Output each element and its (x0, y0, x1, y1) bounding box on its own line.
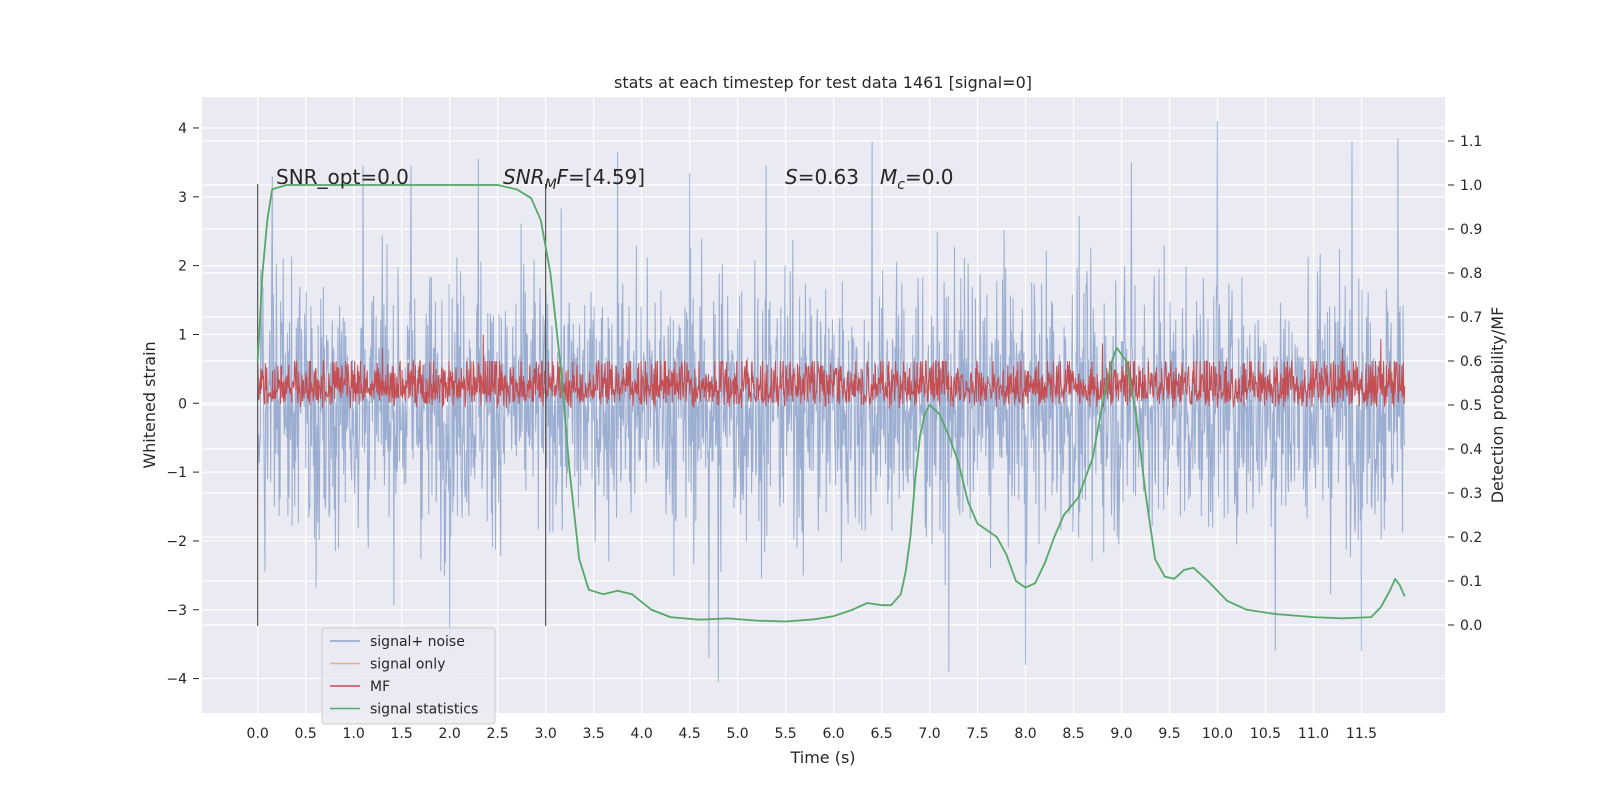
x-tick-label: 10.5 (1250, 726, 1281, 742)
right-y-tick-label: 0.2 (1460, 530, 1482, 546)
x-tick-label: 5.0 (726, 726, 748, 742)
y-tick-label: 2 (178, 259, 187, 275)
snr-mf-sub: M (545, 177, 557, 193)
annotations: SNR_opt=0.0 SNRMF=[4.59] S=0.63 Mc=0.0 (276, 165, 954, 193)
x-tick-label: 9.0 (1110, 726, 1132, 742)
s-rest: =0.63 (798, 165, 859, 189)
s-main: S (785, 165, 798, 189)
snr-mf-annotation: SNRMF=[4.59] (503, 165, 645, 193)
x-tick-label: 0.5 (295, 726, 317, 742)
legend-label: signal statistics (370, 702, 478, 718)
chart-title: stats at each timestep for test data 146… (614, 73, 1032, 92)
right-y-tick-label: 0.6 (1460, 354, 1482, 370)
x-tick-label: 1.0 (343, 726, 365, 742)
x-tick-label: 8.0 (1014, 726, 1036, 742)
y-tick-label: 4 (178, 121, 187, 137)
right-y-tick-label: 0.0 (1460, 618, 1482, 634)
y-tick-label: −1 (166, 465, 187, 481)
snr-mf-rest: =[4.59] (568, 165, 645, 189)
snr-opt-annotation: SNR_opt=0.0 (276, 165, 409, 189)
x-tick-label: 2.0 (439, 726, 461, 742)
right-y-axis-ticks: 1.1 1.0 0.9 0.8 0.7 0.6 0.5 0.4 0.3 0.2 0.1 0.0 (1448, 134, 1482, 634)
x-tick-label: 6.0 (822, 726, 844, 742)
legend: signal+ noise signal only MF signal statist… (321, 627, 496, 725)
x-tick-label: 3.0 (534, 726, 556, 742)
s-annotation: S=0.63 (785, 165, 859, 189)
right-y-tick-label: 0.4 (1460, 442, 1482, 458)
mc-sub: c (897, 177, 905, 193)
x-tick-label: 0.0 (247, 726, 269, 742)
snr-mf-rest-italic: F (557, 165, 569, 189)
legend-label: MF (370, 679, 390, 695)
y-tick-label: 1 (178, 327, 187, 343)
x-tick-label: 1.5 (391, 726, 413, 742)
x-tick-label: 6.5 (870, 726, 892, 742)
snr-mf-main: SNR (503, 165, 545, 189)
x-axis-ticks: 0.0 0.5 1.0 1.5 2.0 2.5 3.0 3.5 4.0 4.5 5.0 5.5 6.0 6… (247, 726, 1378, 742)
mf-line (257, 334, 1406, 409)
legend-items: signal+ noise signal only MF signal statist… (330, 634, 478, 718)
mc-rest: =0.0 (905, 165, 954, 189)
right-y-tick-label: 1.0 (1460, 178, 1482, 194)
y-axis-label: Whitened strain (140, 341, 159, 468)
x-tick-label: 11.5 (1346, 726, 1377, 742)
y-axis-ticks: 4 3 2 1 0 −1 −2 −3 −4 (166, 121, 199, 688)
mc-annotation: Mc=0.0 (880, 165, 954, 193)
right-y-tick-label: 0.7 (1460, 310, 1482, 326)
y-tick-label: 0 (178, 396, 187, 412)
right-y-tick-label: 0.5 (1460, 398, 1482, 414)
mc-main: M (880, 165, 897, 189)
x-axis-label: Time (s) (789, 748, 855, 767)
right-y-tick-label: 0.8 (1460, 266, 1482, 282)
x-tick-label: 7.5 (966, 726, 988, 742)
signal-statistics-series (256, 184, 1406, 623)
legend-label: signal only (370, 657, 445, 673)
x-tick-label: 2.5 (486, 726, 508, 742)
signal-statistics-line (256, 184, 1406, 623)
y-tick-label: −4 (166, 672, 187, 688)
right-y-tick-label: 0.1 (1460, 574, 1482, 590)
y-tick-label: 3 (178, 190, 187, 206)
x-tick-label: 9.5 (1158, 726, 1180, 742)
x-tick-label: 10.0 (1202, 726, 1233, 742)
y-tick-label: −2 (166, 534, 187, 550)
x-tick-label: 8.5 (1062, 726, 1084, 742)
x-tick-label: 7.0 (918, 726, 940, 742)
x-tick-label: 4.0 (630, 726, 652, 742)
mf-series (257, 334, 1406, 409)
x-tick-label: 5.5 (774, 726, 796, 742)
x-tick-label: 3.5 (582, 726, 604, 742)
legend-box (321, 627, 496, 725)
right-y-axis-label: Detection probability/MF (1488, 307, 1507, 504)
vertical-markers (257, 184, 547, 626)
right-y-tick-label: 1.1 (1460, 134, 1482, 150)
right-y-tick-label: 0.9 (1460, 222, 1482, 238)
y-tick-label: −3 (166, 603, 187, 619)
x-tick-label: 11.0 (1298, 726, 1329, 742)
legend-label: signal+ noise (370, 634, 465, 650)
right-y-tick-label: 0.3 (1460, 486, 1482, 502)
x-tick-label: 4.5 (678, 726, 700, 742)
